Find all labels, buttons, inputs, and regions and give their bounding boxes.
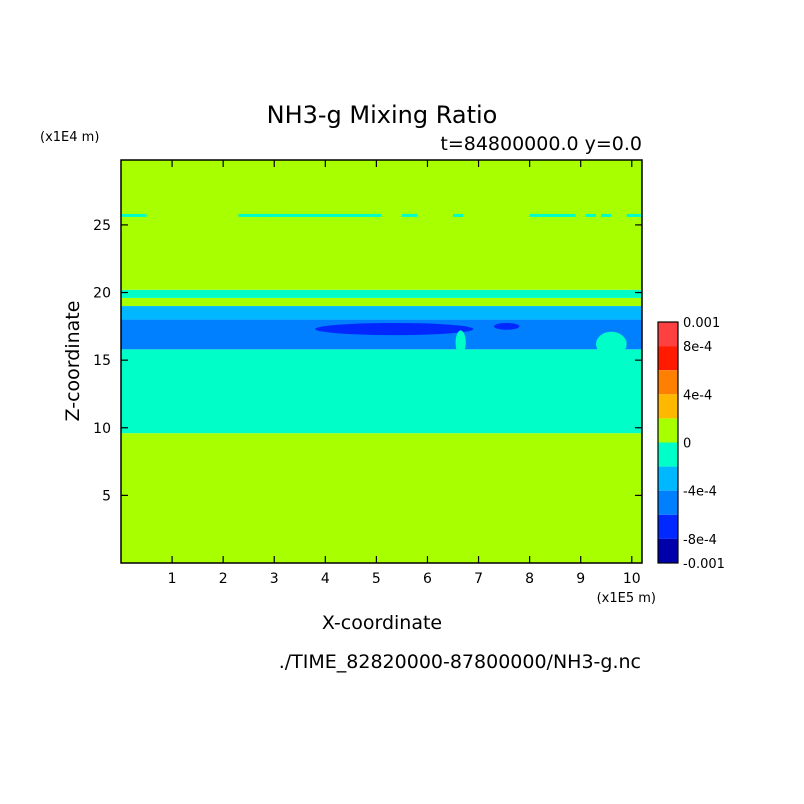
colorbar-label: 4e-4: [683, 388, 712, 403]
contour-blob: [455, 330, 466, 355]
x-tick-label: 3: [270, 571, 279, 587]
contour-dash: [258, 213, 382, 217]
colorbar-level: [658, 322, 678, 347]
colorbar-label: -8e-4: [683, 533, 717, 548]
contour-dash: [585, 213, 597, 217]
y-axis-label: Z-coordinate: [62, 301, 84, 422]
colorbar-level: [658, 394, 678, 419]
x-tick-label: 4: [321, 571, 330, 587]
contour-band: [121, 297, 642, 307]
contour-dash: [626, 213, 642, 217]
x-axis: 1 2 3 4 5 6 7 8 9 10: [168, 160, 641, 587]
colorbar-frame: [657, 321, 679, 564]
colorbar-level: [658, 346, 678, 371]
contour-band: [121, 289, 642, 298]
contour-dash: [453, 213, 464, 217]
y-tick-label: 20: [93, 286, 111, 302]
contour-blob: [315, 322, 474, 336]
colorbar-level: [658, 418, 678, 443]
contour-band: [121, 349, 642, 434]
contour-dash: [601, 213, 612, 217]
x-tick-label: 8: [525, 571, 534, 587]
contour-dash: [121, 213, 147, 217]
chart-title: NH3-g Mixing Ratio: [267, 101, 498, 129]
contour-dash: [238, 213, 275, 217]
colorbar-level: [658, 490, 678, 515]
colorbar-label: -4e-4: [683, 485, 717, 500]
y-tick-label: 5: [102, 488, 111, 504]
y-axis: 5 10 15 20 25: [93, 218, 642, 504]
source-file-label: ./TIME_82820000-87800000/NH3-g.nc: [279, 651, 641, 673]
contour-field: [121, 160, 642, 563]
colorbar-label: 8e-4: [683, 340, 712, 355]
contour-band: [121, 160, 642, 290]
contour-dash: [401, 213, 418, 217]
y-tick-label: 25: [93, 218, 111, 234]
y-tick-label: 15: [93, 353, 111, 369]
contour-dash: [529, 213, 576, 217]
x-tick-label: 2: [219, 571, 228, 587]
plot-frame: [120, 159, 643, 564]
colorbar-level: [658, 370, 678, 395]
colorbar-level: [658, 466, 678, 491]
contour-band: [121, 433, 642, 563]
x-tick-label: 5: [372, 571, 381, 587]
x-tick-label: 7: [474, 571, 483, 587]
y-tick-label: 10: [93, 421, 111, 437]
x-tick-label: 6: [423, 571, 432, 587]
y-unit-label: (x1E4 m): [40, 130, 99, 145]
chart-subtitle: t=84800000.0 y=0.0: [440, 133, 642, 155]
x-tick-label: 10: [623, 571, 641, 587]
colorbar-level: [658, 538, 678, 563]
colorbar-label: -0.001: [683, 557, 725, 572]
contour-blob: [596, 331, 627, 357]
contour-blob: [493, 322, 520, 330]
colorbar-label: 0: [683, 437, 691, 452]
x-axis-label: X-coordinate: [322, 612, 442, 634]
colorbar-label: 0.001: [683, 316, 720, 331]
x-tick-label: 9: [576, 571, 585, 587]
colorbar: 0.001 8e-4 4e-4 0 -4e-4 -8e-4 -0.001: [657, 316, 725, 572]
colorbar-level: [658, 514, 678, 539]
colorbar-level: [658, 442, 678, 467]
contour-band: [121, 306, 642, 320]
x-tick-label: 1: [168, 571, 177, 587]
x-unit-label: (x1E5 m): [597, 591, 656, 606]
